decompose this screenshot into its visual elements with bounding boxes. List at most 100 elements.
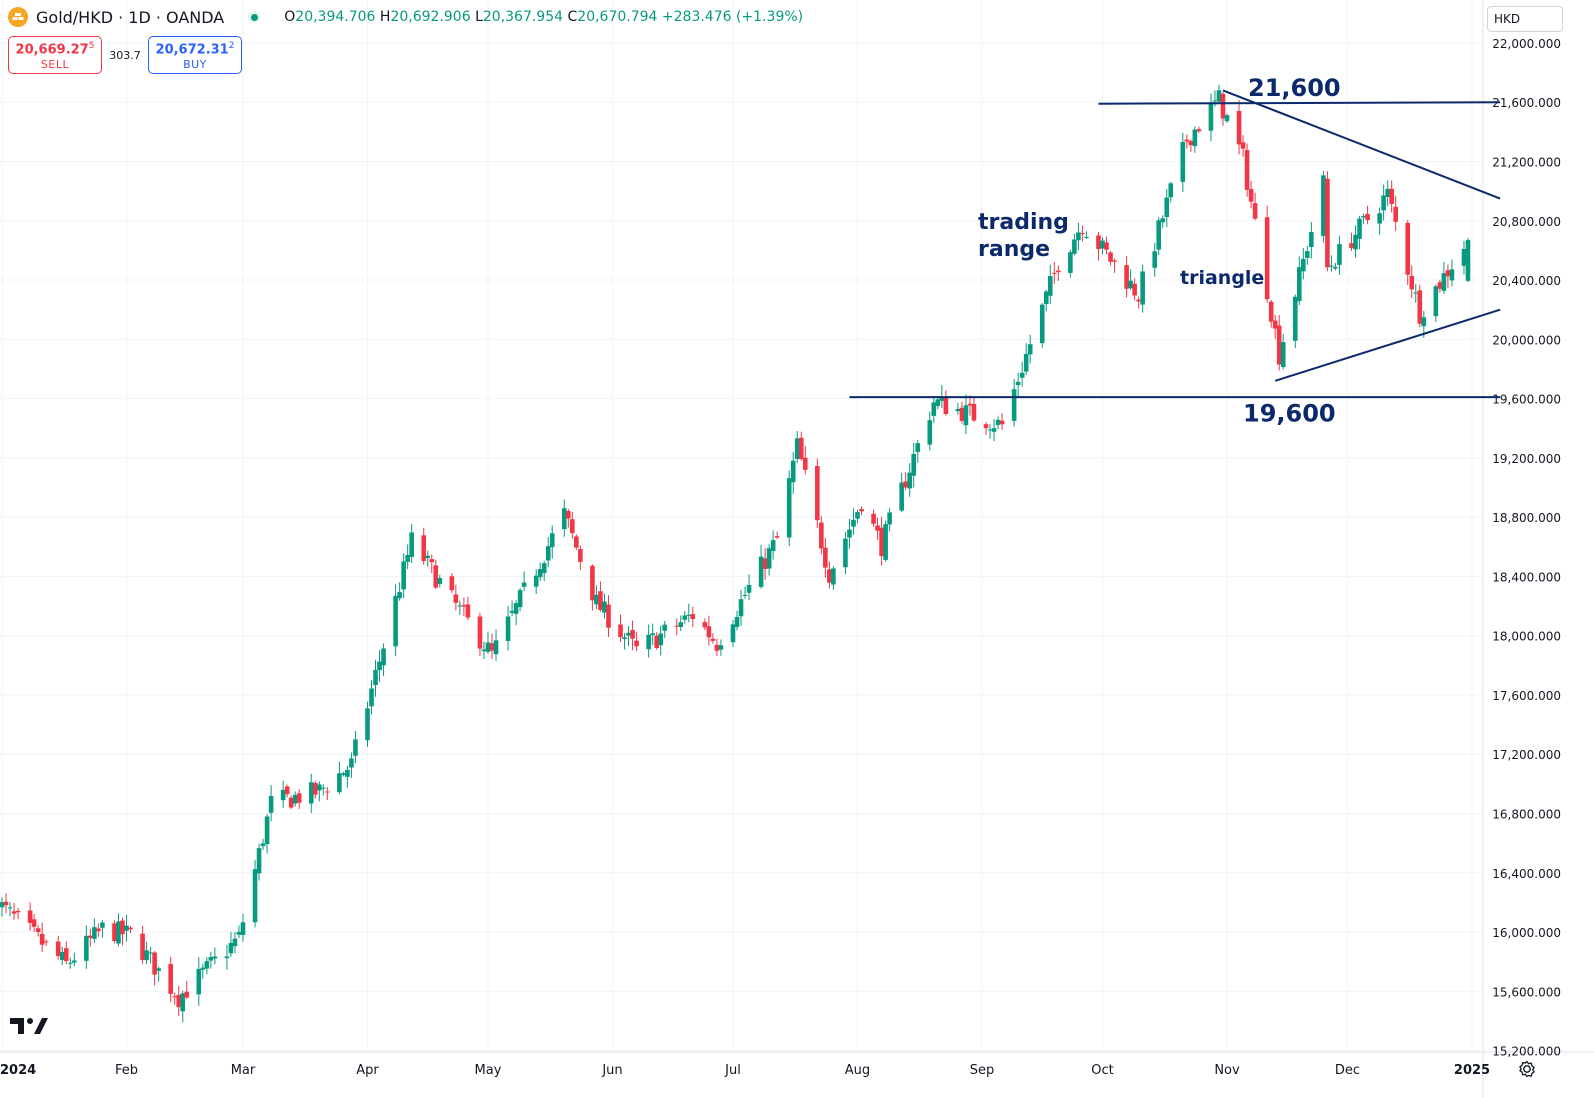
candle-body: [236, 931, 242, 935]
candle-body: [1309, 232, 1314, 248]
candle-body: [1365, 213, 1370, 220]
candle-body: [256, 848, 262, 874]
candle: [1417, 284, 1423, 328]
candle: [790, 451, 796, 494]
close-value: 20,670.794: [577, 9, 658, 25]
price-tick-label: 18,000.000: [1492, 630, 1561, 644]
candle: [855, 510, 860, 524]
candle-body: [1224, 115, 1230, 122]
candle: [1196, 126, 1202, 134]
candle: [1292, 294, 1298, 349]
candle: [995, 416, 1001, 430]
candle-body: [27, 910, 33, 923]
candle-body: [369, 688, 374, 707]
candle-body: [1196, 129, 1202, 132]
symbol-title[interactable]: Gold/HKD · 1D · OANDA: [36, 7, 225, 27]
candle: [718, 639, 724, 656]
candle-body: [1216, 90, 1222, 102]
candle-body: [1168, 183, 1174, 198]
candle-body: [1096, 235, 1101, 250]
candle: [674, 618, 680, 636]
candle-body: [1019, 372, 1025, 378]
low-label: L: [475, 9, 483, 25]
candle-body: [1124, 265, 1129, 289]
price-tick-label: 17,200.000: [1492, 748, 1561, 762]
candle-body: [690, 614, 696, 620]
candle: [578, 545, 583, 570]
candle-body: [943, 397, 949, 415]
candle: [566, 508, 571, 528]
candle-body: [1248, 189, 1254, 202]
candle: [1445, 264, 1451, 288]
candle-body: [1353, 234, 1358, 250]
grid-lines: [0, 0, 1483, 1052]
candle: [176, 986, 182, 1017]
candle-body: [43, 941, 49, 943]
candle-body: [260, 843, 266, 847]
candle: [256, 843, 262, 881]
candle: [1272, 314, 1278, 339]
candle-body: [602, 601, 607, 613]
candle-body: [212, 956, 218, 959]
candle-body: [1276, 325, 1282, 365]
currency-selector[interactable]: HKD: [1487, 6, 1563, 32]
candle-body: [1272, 320, 1278, 329]
candle-body: [1445, 270, 1451, 277]
candle-body: [489, 643, 495, 651]
candle-body: [401, 561, 406, 590]
sell-button[interactable]: 20,669.275 SELL: [8, 36, 102, 74]
candle-body: [911, 453, 917, 476]
candle: [602, 593, 607, 619]
candle-body: [686, 614, 692, 616]
candle: [1437, 279, 1443, 293]
candle-body: [815, 465, 820, 521]
market-open-indicator-icon[interactable]: [248, 11, 261, 23]
candle-body: [802, 457, 808, 470]
candle-body: [485, 642, 491, 652]
candle: [268, 785, 274, 822]
candle-body: [224, 956, 230, 959]
candle: [823, 538, 828, 578]
candle-body: [987, 429, 993, 431]
candle-body: [734, 616, 740, 627]
candle-body: [935, 399, 941, 406]
candle-body: [268, 795, 274, 813]
candle-body: [128, 927, 133, 930]
price-tick-label: 16,400.000: [1492, 867, 1561, 881]
candle: [517, 587, 523, 612]
candle-body: [1236, 110, 1242, 145]
price-tick-label: 19,200.000: [1492, 452, 1561, 466]
candle: [1240, 135, 1246, 157]
candle-body: [168, 964, 173, 994]
candle-body: [1160, 218, 1166, 223]
candle-body: [1244, 149, 1250, 190]
candle-body: [570, 519, 575, 534]
candle: [1385, 180, 1390, 207]
candle: [1309, 222, 1314, 259]
candles: [0, 84, 1471, 1023]
candle-body: [140, 933, 145, 960]
candle: [1184, 134, 1190, 149]
candle: [967, 395, 973, 416]
candle-body: [931, 402, 937, 416]
price-tick-label: 22,000.000: [1492, 37, 1561, 51]
tradingview-logo-icon[interactable]: [10, 1016, 48, 1036]
price-tick-label: 20,000.000: [1492, 333, 1561, 347]
candle-body: [1305, 251, 1310, 258]
candle: [1349, 232, 1354, 252]
candle: [987, 424, 993, 439]
spread-value: 303.7: [109, 48, 141, 62]
candle: [1051, 261, 1057, 284]
candle-body: [1056, 270, 1061, 273]
candle-body: [11, 911, 17, 914]
candle-body: [71, 960, 77, 963]
buy-button[interactable]: 20,672.312 BUY: [148, 36, 242, 74]
candle-body: [706, 626, 712, 638]
resistance-line: [1098, 101, 1501, 105]
candle-body: [630, 630, 635, 639]
candle: [509, 600, 515, 617]
candle: [851, 508, 856, 535]
settings-gear-icon[interactable]: [1516, 1058, 1538, 1080]
candle: [1043, 289, 1049, 312]
